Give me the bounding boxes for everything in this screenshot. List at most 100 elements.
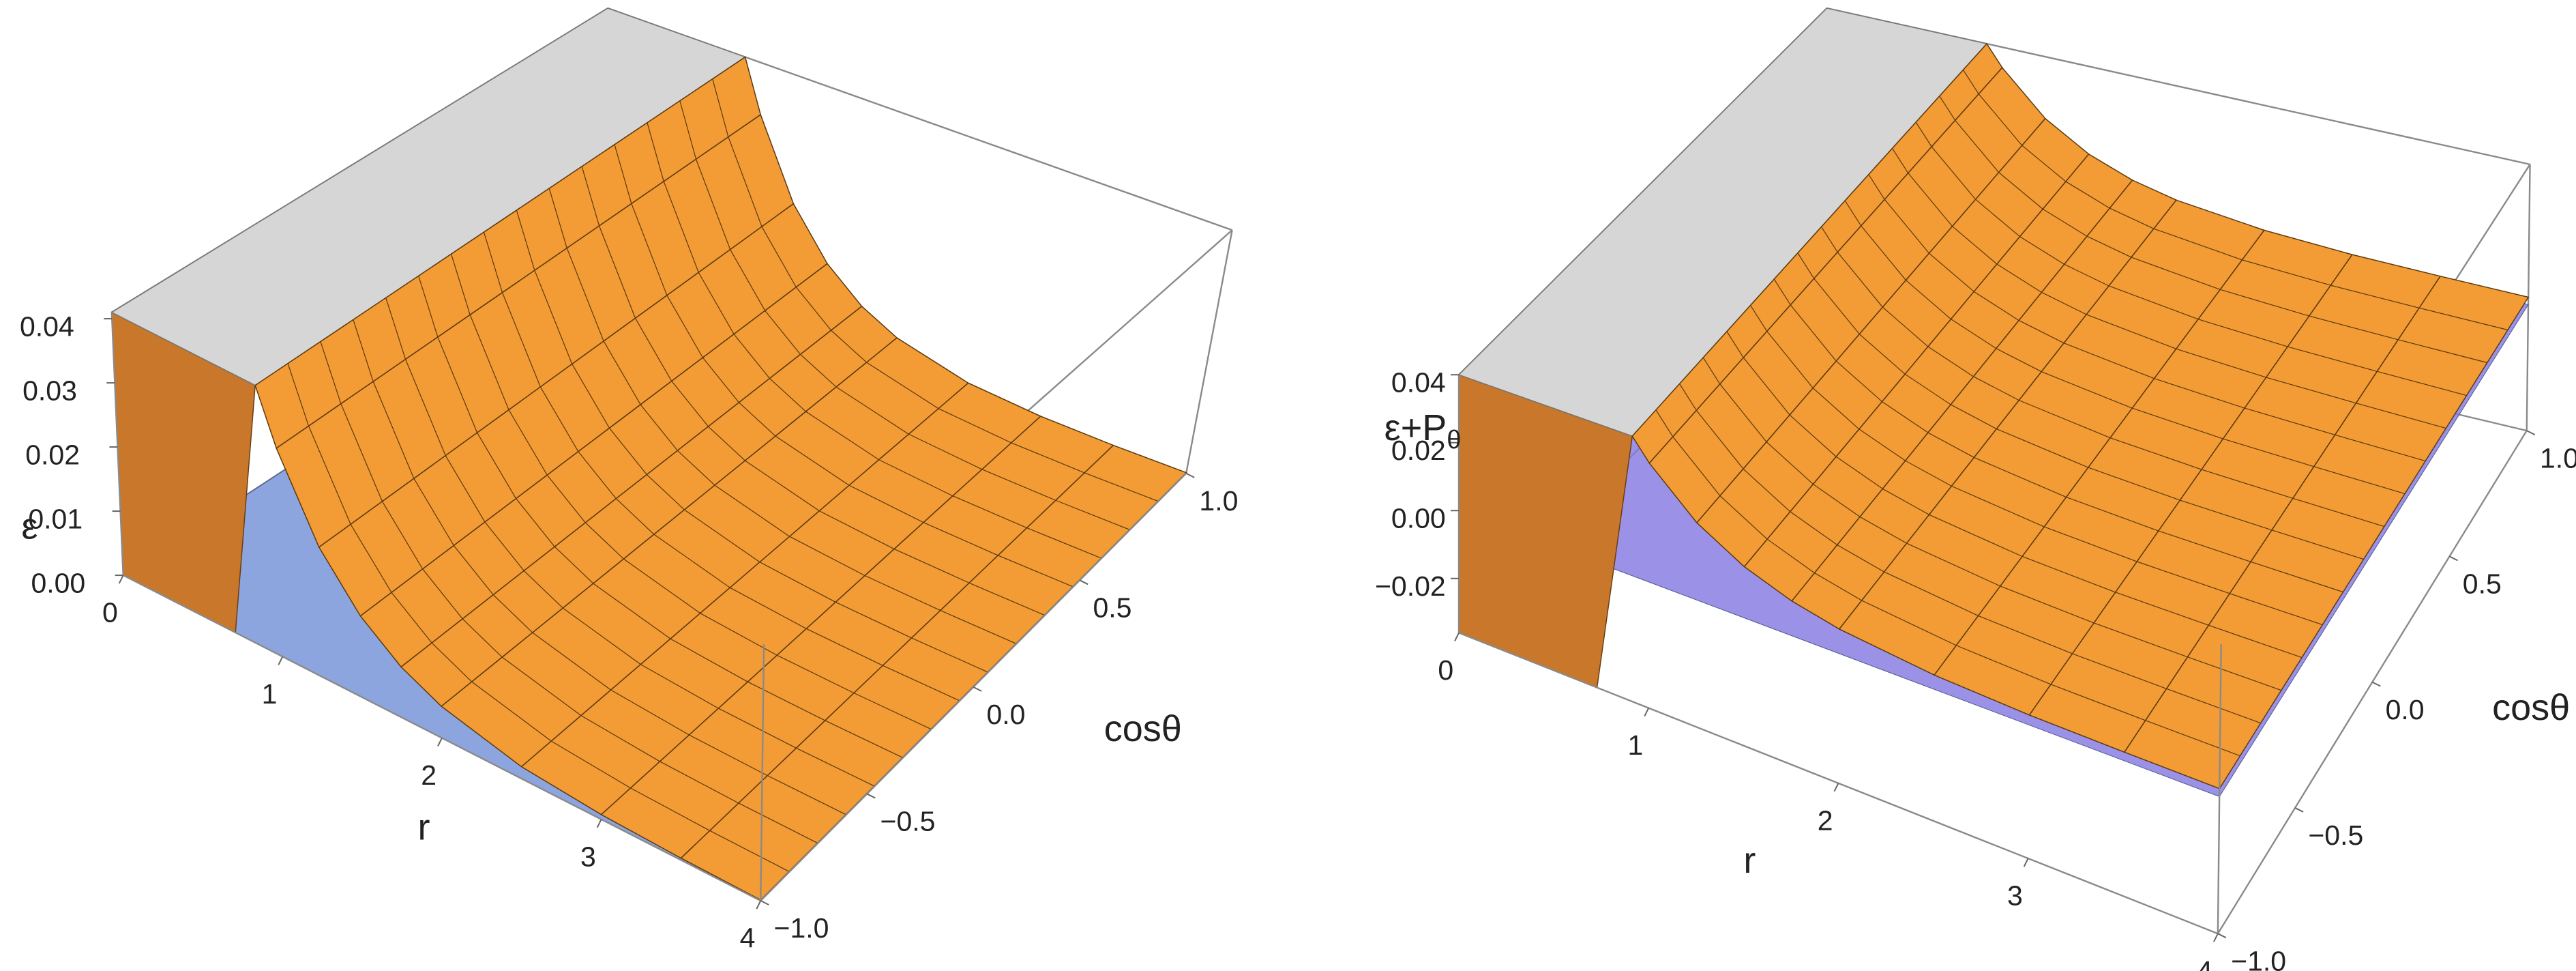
x-tick bbox=[437, 738, 443, 747]
y-tick bbox=[2526, 430, 2536, 436]
mesh-line bbox=[501, 292, 541, 388]
mesh-line bbox=[1696, 410, 1744, 469]
mesh-line bbox=[578, 451, 617, 499]
mesh-line bbox=[539, 386, 579, 452]
mesh-line bbox=[2377, 371, 2467, 396]
x-tick bbox=[1644, 708, 1650, 717]
x-tick-label: 4 bbox=[740, 923, 756, 954]
mesh-line bbox=[453, 545, 494, 596]
mesh-line bbox=[1790, 304, 1837, 362]
mesh-line bbox=[308, 426, 351, 525]
mesh-line bbox=[1835, 360, 1882, 403]
z-axis-title-main: ε bbox=[21, 506, 38, 547]
mesh-line bbox=[350, 524, 392, 593]
mesh-line bbox=[1950, 404, 1997, 430]
mesh-line bbox=[1055, 499, 1130, 530]
z-tick-label: 0.02 bbox=[1391, 435, 1446, 466]
mesh-line bbox=[1882, 306, 1929, 347]
mesh-line bbox=[730, 587, 807, 629]
mesh-line bbox=[893, 549, 970, 583]
mesh-line bbox=[2019, 400, 2111, 439]
mesh-line bbox=[789, 536, 865, 577]
mesh-line bbox=[2418, 307, 2508, 331]
mesh-line bbox=[952, 495, 1027, 529]
box-edge bbox=[2217, 644, 2222, 934]
mesh-line bbox=[2072, 653, 2167, 689]
mesh-line bbox=[1011, 442, 1085, 474]
mesh-line bbox=[2187, 656, 2282, 691]
mesh-line bbox=[1951, 485, 2045, 527]
mesh-line bbox=[598, 225, 636, 319]
mesh-line bbox=[1026, 527, 1101, 559]
box-edge bbox=[110, 312, 124, 576]
mesh-line bbox=[1672, 436, 1721, 497]
y-tick-label: 0.0 bbox=[2386, 694, 2425, 725]
y-tick bbox=[1185, 472, 1195, 478]
mesh-line bbox=[968, 582, 1045, 615]
mesh-line bbox=[2158, 530, 2251, 562]
mesh-line bbox=[492, 594, 533, 633]
mesh-line bbox=[1766, 538, 1815, 574]
mesh-line bbox=[2244, 407, 2335, 435]
z-axis-title-main: ε+P bbox=[1385, 407, 1447, 448]
z-tick-label: 0.04 bbox=[20, 310, 74, 342]
mesh-line bbox=[1931, 146, 1977, 200]
mesh-line bbox=[679, 100, 697, 160]
mesh-line bbox=[2018, 320, 2064, 344]
mesh-line bbox=[2044, 526, 2137, 562]
mesh-line bbox=[2250, 561, 2343, 593]
mesh-line bbox=[698, 272, 735, 334]
mesh-line bbox=[777, 654, 855, 694]
mesh-line bbox=[320, 341, 342, 404]
x-tick-label: 0 bbox=[102, 597, 118, 628]
mesh-line bbox=[1952, 226, 1998, 265]
mesh-line bbox=[1974, 456, 2067, 498]
mesh-line bbox=[2309, 315, 2399, 340]
mesh-line bbox=[508, 409, 548, 476]
x-tick-label: 1 bbox=[262, 678, 278, 710]
mesh-line bbox=[634, 318, 672, 381]
mesh-line bbox=[831, 330, 867, 363]
mesh-line bbox=[2208, 624, 2303, 658]
y-tick bbox=[866, 793, 876, 799]
y-tick bbox=[2449, 555, 2458, 562]
mesh-line bbox=[1973, 291, 2019, 321]
mesh-line bbox=[938, 408, 1012, 444]
mesh-line bbox=[2292, 497, 2384, 527]
mesh-line bbox=[353, 319, 374, 382]
mesh-line bbox=[1835, 456, 1883, 489]
y-tick bbox=[2371, 681, 2381, 687]
mesh-line bbox=[381, 501, 424, 570]
mesh-line bbox=[1789, 414, 1837, 457]
mesh-line bbox=[1996, 348, 2042, 373]
mesh-line bbox=[2242, 259, 2331, 286]
mesh-line bbox=[1927, 346, 1974, 377]
mesh-line bbox=[572, 364, 610, 429]
mesh-line bbox=[340, 403, 383, 502]
x-tick-label: 1 bbox=[1628, 729, 1644, 761]
mesh-line bbox=[2022, 145, 2067, 182]
y-tick-label: 0.5 bbox=[2463, 568, 2502, 600]
mesh-line bbox=[1905, 460, 1952, 487]
mesh-line bbox=[2050, 684, 2146, 721]
mesh-line bbox=[689, 734, 768, 777]
y-tick-label: 1.0 bbox=[2540, 442, 2576, 474]
y-tick bbox=[973, 686, 982, 692]
mesh-line bbox=[385, 298, 406, 360]
mesh-line bbox=[404, 359, 446, 456]
mesh-line bbox=[2335, 434, 2426, 462]
mesh-line bbox=[1892, 148, 1909, 173]
mesh-line bbox=[450, 254, 471, 315]
mesh-line bbox=[2145, 720, 2240, 757]
mesh-line bbox=[2066, 497, 2159, 532]
mesh-line bbox=[630, 787, 711, 831]
mesh-line bbox=[2153, 228, 2242, 261]
mesh-line bbox=[1929, 514, 2023, 557]
box-edge bbox=[760, 644, 765, 901]
mesh-line bbox=[2223, 438, 2314, 467]
mesh-line bbox=[1908, 173, 1953, 227]
mesh-line bbox=[462, 618, 503, 658]
mesh-line bbox=[2154, 378, 2245, 409]
mesh-line bbox=[1859, 516, 1907, 544]
